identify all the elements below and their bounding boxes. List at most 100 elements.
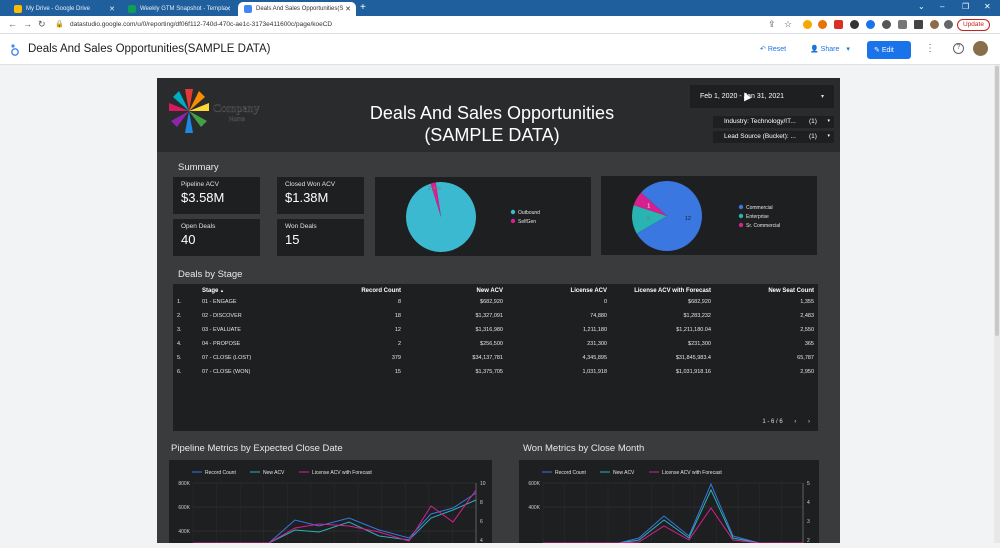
extension-icon[interactable] xyxy=(834,20,843,29)
extension-icon[interactable] xyxy=(850,20,859,29)
lead-source-pie-chart[interactable]: 2.4% Outbound SelfGen xyxy=(375,177,591,256)
pie-slice-enterprise[interactable] xyxy=(632,205,667,234)
dashboard-canvas: Company Name Deals And Sales Opportuniti… xyxy=(157,78,840,544)
y-left-tick: 800K xyxy=(178,481,190,487)
pie-slice-sr-commercial[interactable] xyxy=(633,192,667,216)
header-new-acv[interactable]: New ACV xyxy=(476,288,503,294)
lead-source-filter[interactable]: Lead Source (Bucket): ... (1) ▾ xyxy=(713,131,834,143)
minimize-icon[interactable]: – xyxy=(940,2,945,11)
tab-deals-report[interactable]: Deals And Sales Opportunities(S ✕ xyxy=(238,2,356,16)
update-button[interactable]: Update xyxy=(957,19,990,31)
reading-list-icon[interactable] xyxy=(914,20,923,29)
header-license-forecast[interactable]: License ACV with Forecast xyxy=(634,288,711,294)
kpi-closed-won-acv[interactable]: Closed Won ACV $1.38M xyxy=(277,177,364,214)
table-cell-count: 18 xyxy=(394,313,401,319)
table-cell-count: 8 xyxy=(397,299,401,305)
tab-weekly-gtm[interactable]: Weekly GTM Snapshot - Templa ✕ xyxy=(122,2,236,16)
scrollbar-thumb[interactable] xyxy=(995,66,999,336)
share-page-icon[interactable]: ⇪ xyxy=(768,19,776,29)
table-row[interactable]: 5. 07 - CLOSE (LOST) 379 $34,137,781 4,345,8… xyxy=(173,351,818,365)
y-left-tick: 600K xyxy=(178,505,190,511)
bookmark-star-icon[interactable]: ☆ xyxy=(784,19,793,29)
table-cell-n: 5. xyxy=(177,355,182,361)
table-cell-forecast: $231,300 xyxy=(688,341,711,347)
header-stage[interactable]: Stage ▲ xyxy=(202,288,224,294)
maximize-icon[interactable]: ❐ xyxy=(962,2,970,11)
logo-text: Company xyxy=(213,101,260,115)
help-icon[interactable]: ? xyxy=(953,43,964,54)
kpi-label: Open Deals xyxy=(181,223,216,230)
table-row[interactable]: 6. 07 - CLOSE (WON) 15 $1,375,705 1,031,918 $… xyxy=(173,365,818,379)
y-right-tick: 2 xyxy=(807,538,810,543)
close-icon[interactable]: ✕ xyxy=(345,6,351,13)
filter-label: Industry: Technology/IT... xyxy=(724,118,796,125)
extension-icon[interactable] xyxy=(803,20,812,29)
tab-label: Deals And Sales Opportunities(S xyxy=(256,6,344,12)
pipeline-line-chart[interactable]: Record Count New ACV License ACV with Fore… xyxy=(169,460,492,544)
kpi-pipeline-acv[interactable]: Pipeline ACV $3.58M xyxy=(173,177,260,214)
window-close-icon[interactable]: ✕ xyxy=(984,2,991,11)
table-cell-n: 6. xyxy=(177,369,182,375)
lead-source-pie-panel[interactable]: 2.4% Outbound SelfGen xyxy=(375,177,591,256)
next-page-icon[interactable]: › xyxy=(808,419,810,425)
deals-by-stage-table[interactable]: Stage ▲ Record Count New ACV License ACV… xyxy=(173,284,818,431)
table-cell-license: 1,031,918 xyxy=(582,369,607,375)
chevron-down-icon[interactable]: ▾ xyxy=(846,46,850,53)
table-cell-license: 231,300 xyxy=(587,341,607,347)
extension-icon[interactable] xyxy=(818,20,827,29)
close-icon[interactable]: ✕ xyxy=(109,6,115,13)
industry-filter[interactable]: Industry: Technology/IT... (1) ▾ xyxy=(713,116,834,128)
pipeline-line-chart-panel[interactable]: Record Count New ACV License ACV with Fore… xyxy=(169,460,492,544)
share-button[interactable]: 👤 Share ▾ xyxy=(804,41,858,59)
header-license-acv[interactable]: License ACV xyxy=(570,288,607,294)
drive-icon xyxy=(14,5,22,13)
table-cell-seats: 365 xyxy=(804,341,814,347)
won-line-chart-panel[interactable]: Record Count New ACV License ACV with Fore… xyxy=(519,460,819,544)
header-record-count[interactable]: Record Count xyxy=(361,288,401,294)
pie-slice-selfgen[interactable] xyxy=(430,182,441,217)
reload-icon[interactable]: ↻ xyxy=(38,19,46,29)
profile-avatar-2[interactable] xyxy=(944,20,953,29)
table-cell-seats: 2,950 xyxy=(800,369,814,375)
dashboard-title-line2: (SAMPLE DATA) xyxy=(424,125,560,145)
account-avatar[interactable] xyxy=(973,41,988,56)
pie-slice-label: 2 xyxy=(646,216,649,222)
pie-slice-label: 2.4% xyxy=(428,186,441,192)
report-title[interactable]: Deals And Sales Opportunities(SAMPLE DAT… xyxy=(28,43,271,55)
table-row[interactable]: 4. 04 - PROPOSE 2 $256,500 231,300 $231,300 36… xyxy=(173,337,818,351)
table-cell-count: 15 xyxy=(394,369,401,375)
reset-button[interactable]: ↶ Reset xyxy=(754,41,793,59)
header-new-seat-count[interactable]: New Seat Count xyxy=(768,288,814,294)
tab-search-icon[interactable]: ⌄ xyxy=(918,2,925,11)
extension-icon[interactable] xyxy=(882,20,891,29)
prev-page-icon[interactable]: ‹ xyxy=(794,419,797,425)
kpi-won-deals[interactable]: Won Deals 15 xyxy=(277,219,364,256)
puzzle-icon[interactable] xyxy=(898,20,907,29)
forward-icon[interactable]: → xyxy=(23,19,32,29)
y-right-tick: 4 xyxy=(480,538,483,543)
table-row[interactable]: 3. 03 - EVALUATE 12 $1,316,980 1,211,180 $1,2… xyxy=(173,323,818,337)
close-icon[interactable]: ✕ xyxy=(225,6,231,13)
more-options-icon[interactable]: ⋮ xyxy=(925,43,935,54)
legend-dot xyxy=(510,209,516,215)
table-row[interactable]: 1. 01 - ENGAGE 8 $682,920 0 $682,920 1,355 xyxy=(173,295,818,309)
profile-avatar[interactable] xyxy=(930,20,939,29)
edit-label: Edit xyxy=(881,47,894,54)
back-icon[interactable]: ← xyxy=(8,19,17,29)
edit-button[interactable]: ✎ Edit xyxy=(867,41,911,59)
pie-slice-commercial[interactable] xyxy=(636,181,702,251)
pipeline-metrics-title: Pipeline Metrics by Expected Close Date xyxy=(171,443,343,454)
date-range-picker[interactable]: Feb 1, 2020 - Jan 31, 2021 ▾ xyxy=(690,85,834,108)
tab-google-drive[interactable]: My Drive - Google Drive ✕ xyxy=(8,2,120,16)
y-left-tick: 400K xyxy=(178,529,190,535)
kpi-open-deals[interactable]: Open Deals 40 xyxy=(173,219,260,256)
segment-pie-chart[interactable]: 12 2 1 Commercial Enterprise Sr. Commercial xyxy=(601,176,817,255)
segment-pie-panel[interactable]: 12 2 1 Commercial Enterprise Sr. Commercial xyxy=(601,176,817,255)
extension-icon[interactable] xyxy=(866,20,875,29)
new-tab-icon[interactable]: + xyxy=(360,2,366,13)
url-field[interactable]: datastudio.google.com/u/0/reporting/df06… xyxy=(70,21,333,28)
won-line-chart[interactable]: Record Count New ACV License ACV with Fore… xyxy=(519,460,819,544)
dropdown-arrow-icon: ▾ xyxy=(827,133,830,139)
table-row[interactable]: 2. 02 - DISCOVER 18 $1,327,091 74,880 $1,283,… xyxy=(173,309,818,323)
y-right-tick: 3 xyxy=(807,519,810,525)
